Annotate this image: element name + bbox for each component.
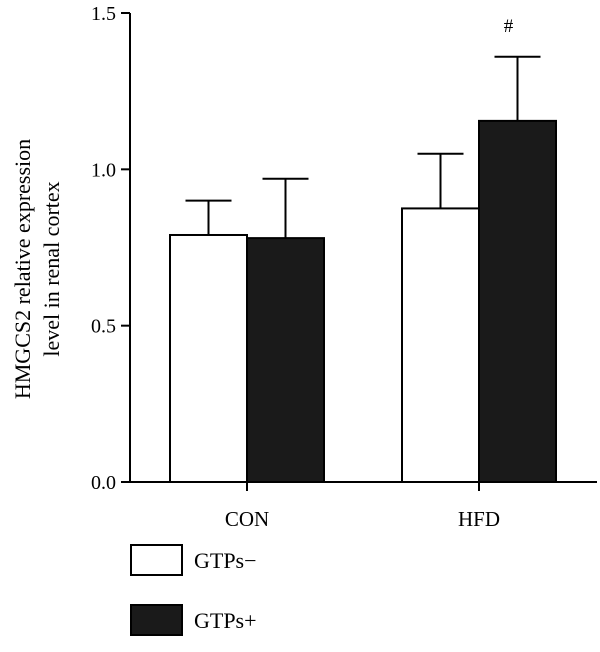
category-label-con: CON: [225, 507, 269, 531]
legend-label-2: GTPs+: [194, 608, 257, 633]
legend: GTPs− GTPs+: [130, 544, 257, 636]
y-axis-label-line-2: level in renal cortex: [39, 181, 64, 356]
y-tick-label: 1.0: [91, 159, 116, 181]
legend-label-1: GTPs−: [194, 548, 257, 573]
bars: [169, 55, 557, 484]
category-labels: CON HFD: [225, 482, 500, 531]
bar-con-series-2: [246, 237, 325, 483]
legend-swatch-2: [130, 604, 183, 636]
annotations: #: [504, 16, 514, 37]
y-tick-label: 0.0: [91, 472, 116, 494]
y-tick-label: 0.5: [91, 316, 116, 338]
bar-hfd-series-2: [478, 119, 557, 484]
category-label-hfd: HFD: [458, 507, 500, 531]
significance-marker: #: [504, 16, 514, 37]
y-tick-label: 1.5: [91, 3, 116, 25]
bar-hfd-series-1: [401, 207, 480, 484]
y-ticks: 0.0 0.5 1.0 1.5: [91, 3, 130, 494]
y-axis-label-line-1: HMGCS2 relative expression: [10, 139, 35, 399]
legend-swatch-1: [130, 544, 183, 576]
bar-con-series-1: [169, 233, 248, 483]
y-axis-label: HMGCS2 relative expression level in rena…: [10, 139, 64, 399]
